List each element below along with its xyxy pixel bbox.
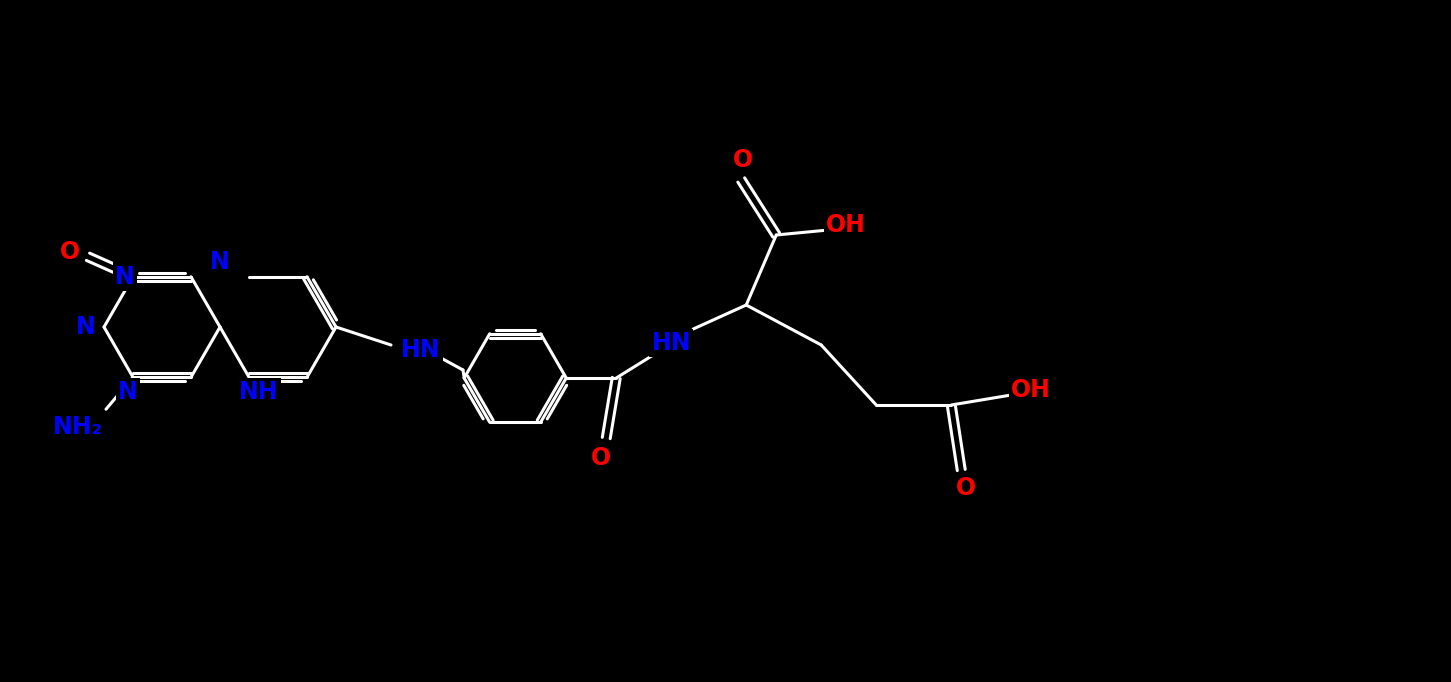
Text: O: O	[733, 148, 753, 172]
Text: O: O	[591, 446, 611, 470]
Text: OH: OH	[1011, 378, 1051, 402]
Text: N: N	[115, 265, 135, 288]
Text: O: O	[956, 476, 977, 500]
Text: HN: HN	[651, 331, 691, 355]
Text: N: N	[118, 381, 138, 404]
Text: NH: NH	[239, 381, 279, 404]
Text: HN: HN	[402, 338, 441, 362]
Text: O: O	[59, 240, 80, 264]
Text: OH: OH	[826, 213, 866, 237]
Text: N: N	[210, 250, 229, 273]
Text: N: N	[75, 315, 96, 339]
Text: NH₂: NH₂	[54, 415, 103, 439]
